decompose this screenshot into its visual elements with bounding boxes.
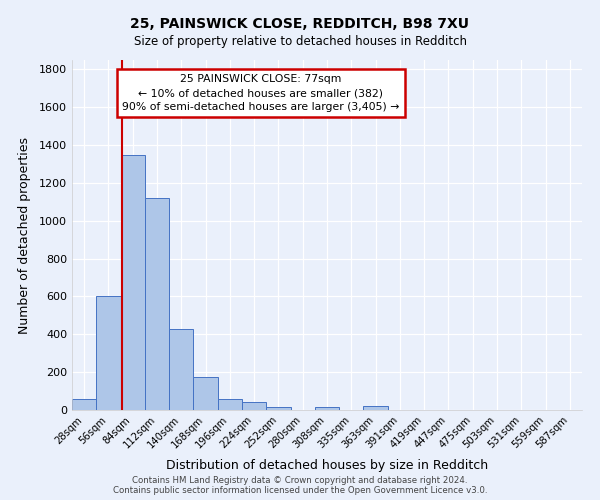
Bar [364, 406, 388, 410]
Bar [315, 407, 339, 410]
Bar [96, 296, 121, 410]
Y-axis label: Number of detached properties: Number of detached properties [17, 136, 31, 334]
Bar [169, 328, 193, 410]
Text: Contains public sector information licensed under the Open Government Licence v3: Contains public sector information licen… [113, 486, 487, 495]
Bar [193, 377, 218, 410]
X-axis label: Distribution of detached houses by size in Redditch: Distribution of detached houses by size … [166, 459, 488, 472]
Text: Size of property relative to detached houses in Redditch: Size of property relative to detached ho… [133, 35, 467, 48]
Bar [145, 198, 169, 410]
Bar [218, 398, 242, 410]
Bar [72, 398, 96, 410]
Text: Contains HM Land Registry data © Crown copyright and database right 2024.: Contains HM Land Registry data © Crown c… [132, 476, 468, 485]
Bar [121, 154, 145, 410]
Bar [242, 402, 266, 410]
Text: 25 PAINSWICK CLOSE: 77sqm
← 10% of detached houses are smaller (382)
90% of semi: 25 PAINSWICK CLOSE: 77sqm ← 10% of detac… [122, 74, 400, 112]
Text: 25, PAINSWICK CLOSE, REDDITCH, B98 7XU: 25, PAINSWICK CLOSE, REDDITCH, B98 7XU [131, 18, 470, 32]
Bar [266, 407, 290, 410]
